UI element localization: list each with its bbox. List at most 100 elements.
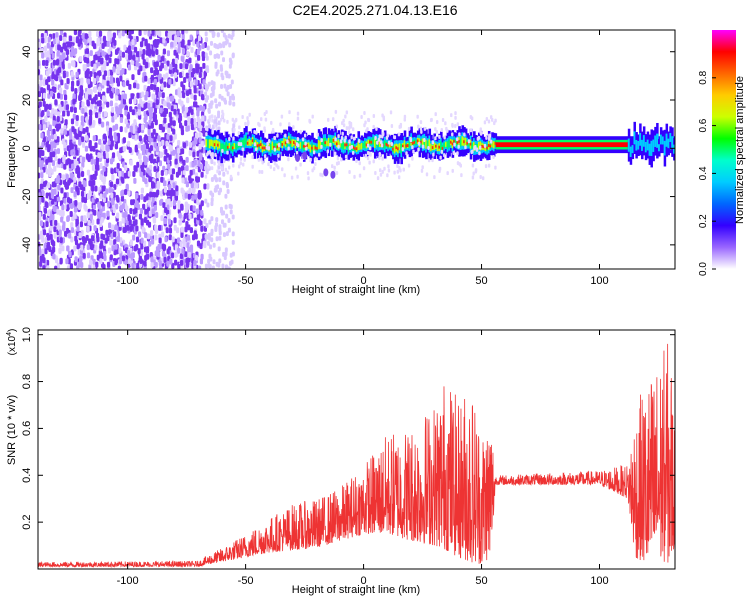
spectrogram-cell — [138, 213, 143, 220]
spectrogram-cell — [67, 41, 71, 48]
spectrogram-cell — [377, 137, 381, 142]
spectrogram-cell — [331, 138, 334, 148]
spectrogram-cell — [258, 143, 261, 147]
spectrogram-cell — [214, 98, 218, 104]
spectrogram-cell — [108, 127, 113, 134]
spectrogram-cell — [103, 254, 107, 261]
spectrogram-cell — [178, 71, 183, 78]
spectrogram-cell — [143, 30, 147, 35]
spectrogram-cell — [246, 116, 249, 121]
spectrogram-cell — [198, 35, 202, 42]
spectrogram-cell — [96, 75, 100, 82]
spectrogram-cell — [204, 52, 208, 58]
spectrogram-cell — [159, 190, 164, 197]
spectrogram-cell — [46, 42, 50, 49]
spectrogram-cell — [167, 218, 172, 225]
spectrogram-cell — [73, 48, 78, 55]
spectrogram-cell — [202, 79, 206, 86]
spectrogram-cell — [104, 237, 108, 244]
spectrogram-cell — [40, 132, 44, 139]
spectrogram-cell — [229, 84, 233, 90]
spectrogram-cell — [60, 127, 64, 134]
spectrogram-cell — [54, 99, 58, 106]
spectrogram-cell — [377, 141, 380, 145]
spectrogram-cell — [463, 140, 466, 144]
spectrogram-cell — [54, 74, 58, 81]
spectrogram-cell — [131, 74, 135, 81]
spectrogram-cell — [41, 253, 45, 260]
spectrogram-cell — [192, 205, 196, 212]
spectrogram-cell — [42, 229, 47, 236]
spectrogram-cell — [42, 92, 47, 99]
spectrogram-cell — [148, 176, 152, 183]
spectrogram-cell — [141, 226, 145, 233]
spectrogram-cell — [334, 151, 337, 156]
spectrogram-cell — [189, 227, 194, 234]
spectrogram-cell — [456, 137, 459, 142]
spectrogram-cell — [49, 233, 53, 240]
spectrogram-cell — [153, 141, 157, 148]
spectrogram-cell — [209, 92, 213, 98]
spectrogram-cell — [166, 248, 170, 255]
spectrogram-cell — [489, 139, 493, 144]
spectrogram-cell — [63, 89, 67, 96]
spectrogram-cell — [120, 195, 125, 202]
spectrogram-cell — [75, 149, 79, 156]
colorbar-tick-label: 0.8 — [698, 70, 709, 84]
spectrogram-cell — [446, 141, 450, 149]
spectrogram-cell — [209, 30, 213, 33]
spectrogram-cell — [226, 170, 229, 175]
spectrogram-cell — [299, 142, 303, 149]
spectrogram-cell — [116, 196, 120, 203]
spectrogram-cell — [343, 138, 346, 143]
spectrogram-cell — [89, 71, 93, 78]
spectrogram-cell — [95, 232, 100, 239]
spectrogram-cell — [131, 43, 135, 50]
spectrogram-cell — [162, 37, 166, 44]
spectrogram-cell — [397, 175, 401, 180]
spectrogram-cell — [122, 137, 126, 144]
spectrogram-cell — [105, 157, 110, 164]
spectrogram-cell — [440, 149, 444, 154]
spectrogram-cell — [146, 253, 150, 260]
spectrogram-cell — [165, 227, 169, 234]
spectrogram-cell — [43, 207, 48, 214]
spectrogram-cell — [152, 102, 156, 109]
spectrogram-cell — [107, 48, 111, 55]
spectrogram-cell — [111, 245, 115, 252]
spectrogram-cell — [260, 157, 263, 162]
spectrogram-cell — [201, 43, 205, 50]
spectrogram-cell — [372, 114, 376, 119]
spectrogram-cell — [148, 135, 152, 142]
spectrogram-cell — [349, 121, 353, 126]
spectrogram-cell — [73, 191, 77, 198]
spectrogram-cell — [127, 170, 132, 177]
spectrogram-cell — [47, 76, 51, 83]
spectrogram-cell — [113, 39, 117, 46]
spectrogram-cell — [399, 124, 402, 129]
spectrogram-cell — [164, 64, 168, 71]
spectrogram-cell — [127, 190, 131, 197]
spectrogram-cell — [381, 156, 384, 161]
spectrogram-cell — [665, 133, 669, 147]
spectrogram-cell — [218, 170, 222, 176]
spectrogram-cell — [220, 50, 224, 56]
spectrogram-cell — [73, 36, 77, 43]
spectrogram-cell — [148, 48, 152, 55]
spectrogram-cell — [127, 215, 131, 222]
spectrogram-cell — [348, 126, 351, 131]
spectrogram-cell — [179, 241, 183, 248]
spectrogram-cell — [136, 83, 140, 90]
spectrogram-cell — [150, 67, 154, 74]
spectrogram-cell — [62, 72, 66, 79]
spectrogram-cell — [288, 122, 291, 127]
spectrogram-cell — [222, 32, 226, 38]
spectrogram-cell — [105, 229, 109, 236]
spectrogram-cell — [421, 165, 424, 170]
spectrogram-cell — [47, 36, 51, 43]
spectrogram-cell — [149, 230, 154, 237]
spectrogram-cell — [164, 207, 168, 214]
spectrogram-cell — [47, 146, 51, 153]
spectrogram-cell — [98, 138, 102, 145]
spectrogram-cell — [114, 259, 118, 266]
